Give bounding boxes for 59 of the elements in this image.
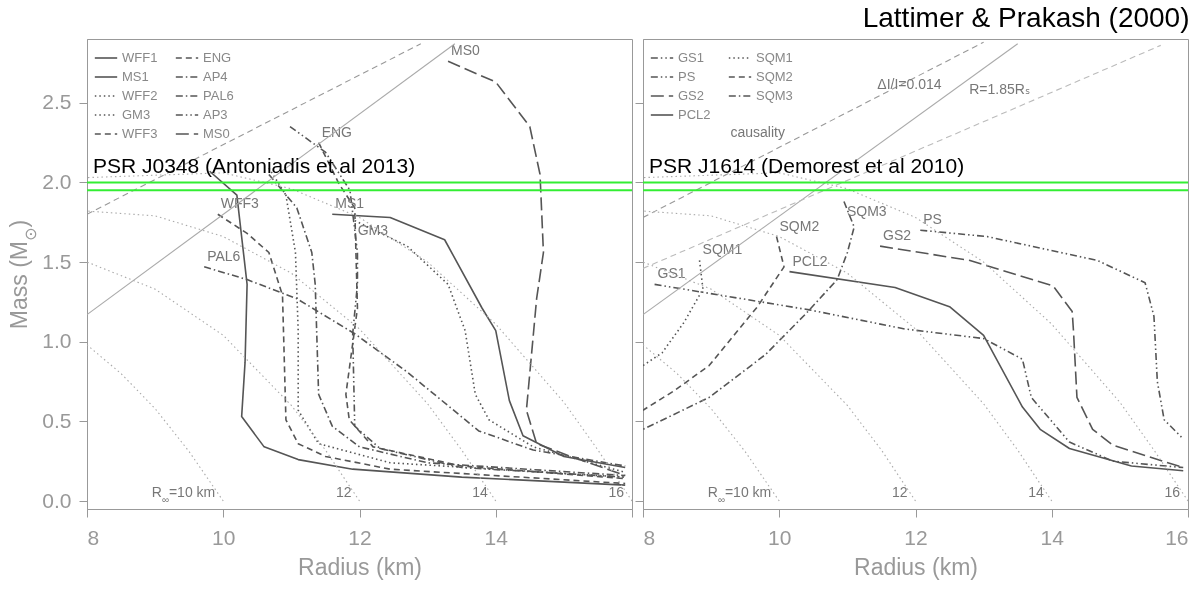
- annotation: 12: [335, 484, 352, 501]
- text: SQM2: [779, 217, 820, 234]
- y-tick-label: 0.5: [42, 408, 72, 432]
- text: GS2: [883, 227, 912, 244]
- text: MS0: [451, 42, 480, 59]
- legend-label: WFF1: [122, 50, 158, 65]
- legend-label: AP4: [203, 69, 228, 84]
- x-axis-title: Radius (km): [298, 553, 422, 580]
- text: SQM3: [846, 202, 887, 219]
- annotation: R$_{∞}$=10 km: [707, 484, 772, 505]
- text: GS1: [657, 265, 686, 282]
- y-tick-label: 0.0: [42, 488, 72, 512]
- text: MS1: [335, 195, 365, 212]
- annotation: 16: [608, 484, 625, 501]
- annotation: 14: [472, 484, 488, 501]
- chart-title: Lattimer & Prakash (2000): [862, 1, 1190, 33]
- x-tick-label: 12: [904, 525, 928, 549]
- y-tick-label: 1.0: [42, 329, 72, 353]
- y-tick-label: 2.5: [42, 90, 72, 114]
- text: SQM1: [702, 241, 743, 258]
- x-tick-label: 12: [348, 525, 372, 549]
- legend-label: PCL2: [678, 107, 711, 122]
- annotation: causality: [730, 123, 785, 140]
- legend-label: PAL6: [203, 88, 234, 103]
- legend-label: GS2: [678, 88, 705, 103]
- y-tick-label: 1.5: [42, 249, 72, 273]
- annotation: ΔI/I=0.014: [877, 76, 942, 93]
- legend-label: MS1: [122, 69, 149, 84]
- ref-line-label: PSR J1614 (Demorest et al 2010): [649, 154, 965, 178]
- annotation: 14: [1028, 484, 1044, 501]
- x-tick-label: 14: [1040, 525, 1065, 549]
- legend-label: GS1: [678, 50, 705, 65]
- legend-label: PS: [678, 69, 696, 84]
- legend-label: SQM2: [756, 69, 793, 84]
- x-tick-label: 14: [484, 525, 509, 549]
- text: ENG: [321, 123, 352, 140]
- annotation: 16: [1164, 484, 1181, 501]
- annotation: R=1.85Rₛ: [969, 80, 1031, 97]
- y-tick-label: 2.0: [42, 169, 72, 193]
- x-tick-label: 8: [643, 525, 656, 549]
- legend-label: AP3: [203, 107, 228, 122]
- x-tick-label: 10: [768, 525, 792, 549]
- x-axis-title: Radius (km): [854, 553, 978, 580]
- legend-label: MS0: [203, 126, 230, 141]
- legend-label: SQM3: [756, 88, 793, 103]
- legend-label: WFF2: [122, 88, 158, 103]
- text: PCL2: [792, 252, 828, 269]
- legend-label: GM3: [122, 107, 151, 122]
- annotation: 12: [891, 484, 908, 501]
- legend-label: WFF3: [122, 126, 158, 141]
- legend-label: SQM1: [756, 50, 793, 65]
- legend-label: ENG: [203, 50, 232, 65]
- annotation: R$_{∞}$=10 km: [151, 484, 216, 505]
- text: PS: [923, 211, 942, 228]
- ref-line-label: PSR J0348 (Antoniadis et al 2013): [93, 154, 416, 178]
- text: PAL6: [207, 247, 241, 264]
- x-tick-label: 10: [212, 525, 236, 549]
- x-tick-label: 16: [1165, 525, 1189, 549]
- x-tick-label: 8: [87, 525, 100, 549]
